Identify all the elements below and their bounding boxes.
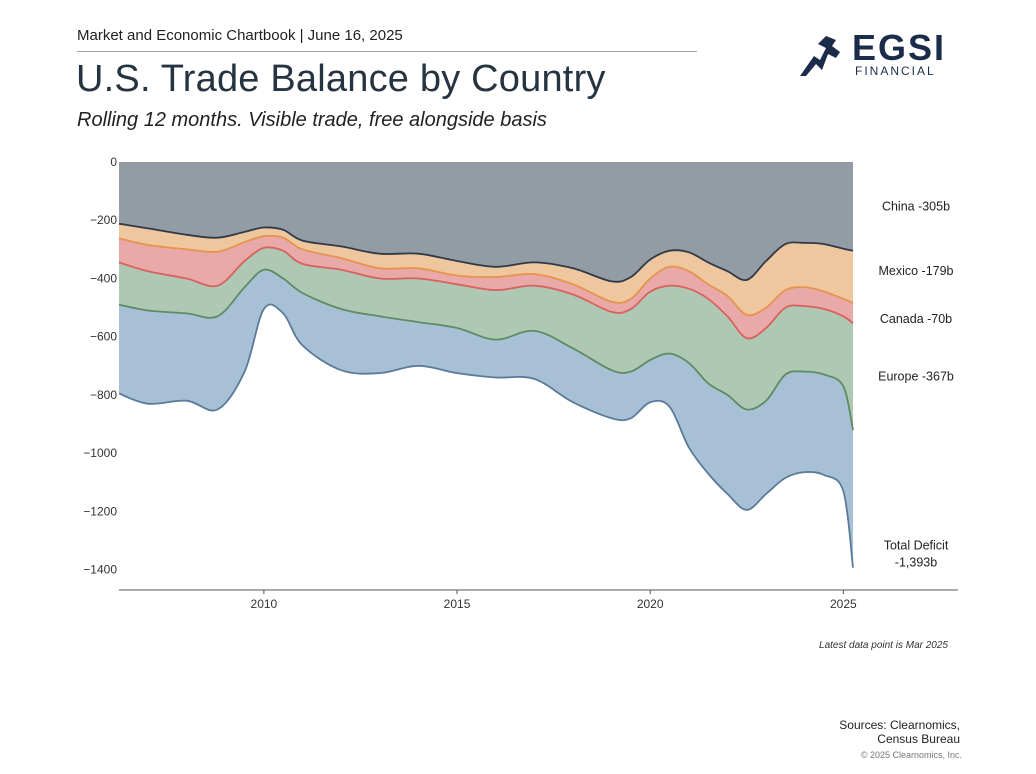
y-tick-label: −1000 — [83, 446, 117, 460]
x-tick-label: 2015 — [444, 597, 471, 611]
page-title: U.S. Trade Balance by Country — [76, 58, 606, 100]
y-tick-label: −400 — [90, 271, 117, 285]
header-divider — [77, 51, 697, 52]
sources: Sources: Clearnomics, Census Bureau — [770, 718, 960, 746]
copyright: © 2025 Clearnomics, Inc. — [860, 750, 962, 760]
series-label-china: China -305b — [882, 199, 950, 213]
y-tick-label: −600 — [90, 330, 117, 344]
band-china — [119, 162, 853, 282]
series-line-china — [118, 222, 854, 283]
series-line-canada — [118, 246, 854, 340]
x-tick-label: 2025 — [830, 597, 857, 611]
latest-data-note: Latest data point is Mar 2025 — [819, 640, 948, 651]
chartbook-header: Market and Economic Chartbook | June 16,… — [77, 27, 403, 44]
x-tick-label: 2020 — [637, 597, 664, 611]
sources-line-2: Census Bureau — [877, 732, 960, 746]
y-tick-label: −1200 — [83, 504, 117, 518]
series-value-total-deficit: -1,393b — [895, 556, 937, 570]
x-tick-label: 2010 — [251, 597, 278, 611]
series-label-canada: Canada -70b — [880, 312, 952, 326]
y-tick-label: −800 — [90, 388, 117, 402]
series-line-total-deficit — [118, 303, 854, 568]
logo-icon — [800, 36, 840, 76]
series-label-total-deficit: Total Deficit — [884, 539, 949, 553]
logo-wordmark: EGSI — [852, 27, 947, 68]
series-label-europe: Europe -367b — [878, 370, 954, 384]
band-canada — [119, 235, 853, 339]
band-mexico — [119, 223, 853, 316]
y-tick-label: 0 — [110, 155, 117, 169]
logo-subtext: FINANCIAL — [855, 64, 936, 78]
series-label-mexico: Mexico -179b — [878, 264, 953, 278]
band-total-deficit — [119, 269, 853, 568]
page-subtitle: Rolling 12 months. Visible trade, free a… — [77, 109, 547, 131]
series-line-mexico — [118, 234, 854, 317]
y-tick-label: −200 — [90, 213, 117, 227]
y-tick-label: −1400 — [83, 563, 117, 577]
sources-line-1: Sources: Clearnomics, — [839, 718, 960, 732]
series-line-europe — [118, 268, 854, 431]
